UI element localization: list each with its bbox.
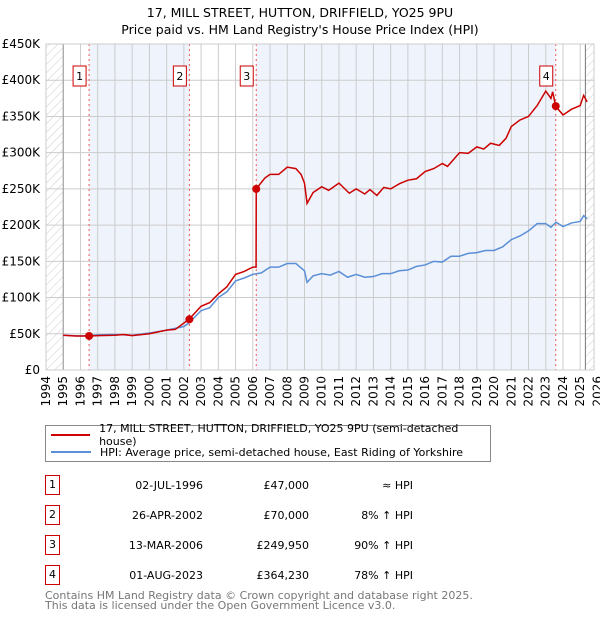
x-tick-label: 2024 — [556, 376, 570, 407]
legend-label-property: 17, MILL STREET, HUTTON, DRIFFIELD, YO25… — [99, 422, 459, 448]
property-price-line — [63, 89, 588, 337]
sale-label-box — [72, 65, 87, 87]
x-tick-label: 2006 — [246, 376, 260, 407]
sale-point — [551, 102, 560, 111]
x-tick-label: 1998 — [108, 376, 122, 407]
transaction-price: £364,230 — [256, 569, 310, 582]
x-tick-label: 2019 — [470, 376, 484, 407]
x-tick-label: 2015 — [401, 376, 415, 407]
y-tick-label: £450K — [2, 37, 42, 51]
x-tick-label: 1997 — [91, 376, 105, 407]
legend-swatch-hpi — [51, 451, 91, 453]
footer-licence: This data is licensed under the Open Gov… — [45, 599, 396, 612]
transaction-row: 1 02-JUL-1996 £47,000 ≈ HPI — [45, 475, 445, 495]
x-tick-label: 1999 — [125, 376, 139, 407]
transaction-number: 1 — [45, 475, 60, 495]
sale-label-box — [539, 65, 554, 87]
hatched-no-data-right — [585, 44, 594, 370]
y-tick-label: £350K — [2, 109, 42, 123]
x-tick-label: 2025 — [573, 376, 587, 407]
x-tick-label: 2007 — [263, 376, 277, 407]
sale-label: 1 — [76, 70, 83, 83]
plot-border — [45, 43, 595, 371]
transaction-number: 2 — [45, 505, 60, 525]
x-tick-label: 2001 — [160, 376, 174, 407]
transaction-date: 02-JUL-1996 — [135, 479, 203, 492]
transaction-number: 3 — [45, 535, 60, 555]
y-tick-label: £0 — [25, 363, 40, 377]
legend-label-hpi: HPI: Average price, semi-detached house,… — [100, 445, 464, 459]
y-tick-label: £150K — [2, 254, 42, 268]
chart-title: 17, MILL STREET, HUTTON, DRIFFIELD, YO25… — [146, 5, 454, 20]
shaded-period — [89, 44, 190, 370]
x-tick-label: 2013 — [366, 376, 380, 407]
sale-point — [185, 315, 194, 324]
sale-label: 2 — [176, 70, 183, 83]
transaction-hpi-diff: 90% ↑ HPI — [354, 539, 413, 552]
x-tick-label: 2017 — [435, 376, 449, 407]
chart-subtitle: Price paid vs. HM Land Registry's House … — [121, 22, 479, 37]
x-tick-label: 2022 — [522, 376, 536, 407]
transaction-row: 2 26-APR-2002 £70,000 8% ↑ HPI — [45, 505, 445, 525]
transaction-price: £70,000 — [263, 509, 310, 522]
transaction-row: 3 13-MAR-2006 £249,950 90% ↑ HPI — [45, 535, 445, 555]
x-tick-label: 2005 — [229, 376, 243, 407]
transaction-price: £47,000 — [263, 479, 310, 492]
sale-label-box — [172, 65, 187, 87]
transaction-hpi-diff: ≈ HPI — [382, 479, 413, 492]
transaction-price: £249,950 — [256, 539, 310, 552]
shaded-period — [256, 44, 556, 370]
y-tick-label: £50K — [9, 327, 41, 341]
x-tick-label: 2021 — [504, 376, 518, 407]
x-tick-label: 1994 — [39, 376, 53, 407]
x-tick-label: 2016 — [418, 376, 432, 407]
y-tick-label: £250K — [2, 182, 42, 196]
x-tick-label: 2014 — [384, 376, 398, 407]
x-tick-label: 2010 — [315, 376, 329, 407]
x-tick-label: 2002 — [177, 376, 191, 407]
transaction-hpi-diff: 8% ↑ HPI — [361, 509, 413, 522]
transaction-number: 4 — [45, 565, 60, 585]
x-tick-label: 2000 — [142, 376, 156, 407]
transaction-date: 13-MAR-2006 — [128, 539, 203, 552]
legend-item-hpi: HPI: Average price, semi-detached house,… — [51, 444, 463, 460]
x-tick-label: 2004 — [211, 376, 225, 407]
x-tick-label: 1995 — [56, 376, 70, 407]
y-tick-label: £200K — [2, 218, 42, 232]
x-tick-label: 2011 — [332, 376, 346, 407]
x-tick-label: 2018 — [453, 376, 467, 407]
x-tick-label: 2012 — [349, 376, 363, 407]
footer-copyright: Contains HM Land Registry data © Crown c… — [45, 589, 473, 602]
x-tick-label: 1996 — [73, 376, 87, 407]
y-tick-label: £400K — [2, 73, 42, 87]
legend-swatch-property — [51, 434, 91, 436]
sale-point — [252, 184, 261, 193]
hatched-no-data-left — [46, 44, 64, 370]
x-tick-label: 2003 — [194, 376, 208, 407]
transaction-hpi-diff: 78% ↑ HPI — [354, 569, 413, 582]
legend-item-property: 17, MILL STREET, HUTTON, DRIFFIELD, YO25… — [51, 422, 490, 448]
legend: 17, MILL STREET, HUTTON, DRIFFIELD, YO25… — [45, 422, 491, 462]
x-tick-label: 2020 — [487, 376, 501, 407]
sale-point — [85, 331, 94, 340]
transaction-row: 4 01-AUG-2023 £364,230 78% ↑ HPI — [45, 565, 445, 585]
x-tick-label: 2008 — [280, 376, 294, 407]
x-tick-label: 2023 — [539, 376, 553, 407]
x-tick-label: 2026 — [590, 376, 600, 407]
sale-label-box — [239, 65, 254, 87]
transaction-date: 01-AUG-2023 — [129, 569, 203, 582]
hpi-line — [63, 214, 588, 337]
sale-label: 4 — [543, 70, 550, 83]
transaction-date: 26-APR-2002 — [131, 509, 203, 522]
sale-label: 3 — [243, 70, 250, 83]
x-tick-label: 2009 — [297, 376, 311, 407]
y-tick-label: £300K — [2, 146, 42, 160]
price-chart: £0 £50K £100K £150K £200K £250K £300K £350K £400… — [2, 37, 600, 407]
y-tick-label: £100K — [2, 291, 42, 305]
